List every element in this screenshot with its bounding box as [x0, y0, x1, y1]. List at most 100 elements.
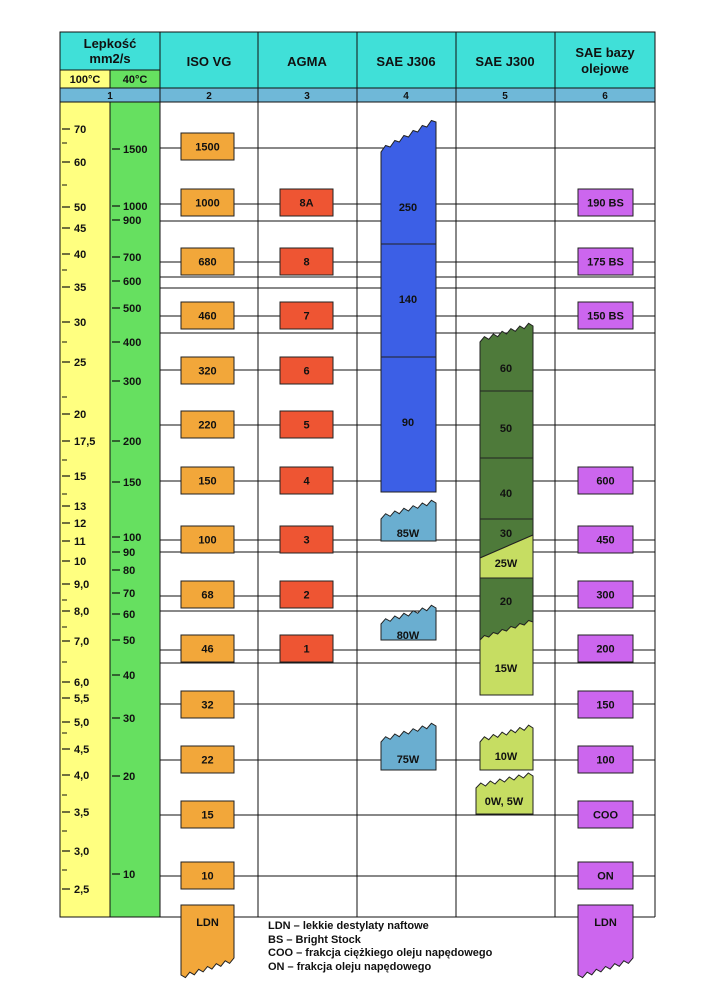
iso-vg-box-label: 680	[198, 257, 216, 269]
agma-box-label: 8	[303, 257, 309, 269]
tick-label-100: 5,0	[74, 717, 89, 729]
tick-label-100: 13	[74, 501, 86, 513]
iso-vg-box-label: 1500	[195, 142, 219, 154]
sae-j306-winter-band	[380, 499, 437, 542]
agma-box-label: 4	[303, 476, 310, 488]
tick-label-40: 150	[123, 477, 141, 489]
col-number-5: 5	[502, 91, 508, 102]
col-number-4: 4	[403, 91, 409, 102]
agma-box-label: 8A	[299, 198, 313, 210]
sae-j306-label: 75W	[397, 754, 420, 766]
agma-box-label: 6	[303, 366, 309, 378]
sae-base-box	[577, 301, 634, 330]
iso-vg-box-label: 220	[198, 420, 216, 432]
iso-vg-box	[180, 745, 235, 774]
sae-base-box-label: 100	[596, 755, 614, 767]
tick-label-40: 1000	[123, 201, 147, 213]
iso-vg-box-label: 100	[198, 535, 216, 547]
tick-label-40: 1500	[123, 144, 147, 156]
col-header-iso-vg: ISO VG	[187, 54, 232, 69]
agma-box	[279, 247, 334, 276]
sae-j306-label: 250	[399, 202, 417, 214]
tick-label-100: 9,0	[74, 579, 89, 591]
tick-label-40: 20	[123, 771, 135, 783]
iso-vg-box-label: 32	[201, 700, 213, 712]
iso-vg-box	[180, 634, 235, 663]
agma-box	[279, 356, 334, 385]
iso-vg-box-label: 150	[198, 476, 216, 488]
tick-label-40: 300	[123, 376, 141, 388]
tick-label-100: 10	[74, 556, 86, 568]
sae-base-box	[577, 188, 634, 217]
iso-vg-box-label: 22	[201, 755, 213, 767]
base-ldn-shape	[577, 904, 634, 979]
col-number-3: 3	[304, 91, 310, 102]
iso-vg-box	[180, 466, 235, 495]
sae-j306-label: 90	[402, 417, 414, 429]
sae-j300-10w-band	[479, 724, 534, 771]
iso-vg-box	[180, 525, 235, 554]
tick-label-100: 3,5	[74, 807, 89, 819]
agma-box-label: 7	[303, 311, 309, 323]
sae-base-box-label: 450	[596, 535, 614, 547]
iso-ldn-shape-label: LDN	[196, 917, 219, 929]
agma-box	[279, 410, 334, 439]
tick-label-100: 6,0	[74, 677, 89, 689]
sae-j306-winter-band	[380, 604, 437, 641]
tick-label-40: 10	[123, 869, 135, 881]
sae-j306-label: 80W	[397, 630, 420, 642]
col-header-sae-base: SAE bazy olejowe	[575, 45, 635, 76]
iso-vg-box	[180, 132, 235, 161]
iso-vg-box	[180, 188, 235, 217]
iso-vg-box-label: 46	[201, 644, 213, 656]
tick-label-100: 20	[74, 409, 86, 421]
agma-box-label: 5	[303, 420, 309, 432]
iso-vg-box	[180, 690, 235, 719]
sae-j300-label: 15W	[495, 663, 518, 675]
tick-label-40: 60	[123, 609, 135, 621]
agma-box	[279, 301, 334, 330]
grade-boxes: 150010006804603202201501006846322215108A…	[180, 132, 634, 979]
sae-base-box	[577, 690, 634, 719]
sae-j306-band	[380, 119, 437, 493]
sae-base-box-label: 300	[596, 590, 614, 602]
col-header-sae-j300: SAE J300	[475, 54, 534, 69]
tick-label-40: 500	[123, 303, 141, 315]
iso-vg-box-label: 460	[198, 311, 216, 323]
col-header-sae-j306: SAE J306	[376, 54, 435, 69]
tick-label-40: 700	[123, 252, 141, 264]
tick-label-40: 30	[123, 713, 135, 725]
sae-base-box	[577, 580, 634, 609]
agma-box	[279, 466, 334, 495]
sae-base-box-label: 150	[596, 700, 614, 712]
sae-j300-label: 0W, 5W	[485, 796, 524, 808]
tick-label-100: 11	[74, 536, 86, 548]
iso-vg-box-label: 320	[198, 366, 216, 378]
sae-base-box-label: 200	[596, 644, 614, 656]
iso-vg-box	[180, 861, 235, 890]
sae-base-box-label: COO	[593, 810, 619, 822]
sae-j300-0w5w-band	[475, 772, 534, 815]
tick-label-100: 17,5	[74, 436, 95, 448]
tick-label-100: 8,0	[74, 606, 89, 618]
sae-base-box-label: 150 BS	[587, 311, 624, 323]
legend-item-on: ON – frakcja oleju napędowego	[268, 960, 432, 973]
table-frame	[59, 31, 656, 918]
sae-base-box	[577, 525, 634, 554]
sae-j306-label: 140	[399, 294, 417, 306]
tick-label-100: 7,0	[74, 636, 89, 648]
sae-j300-label: 30	[500, 528, 512, 540]
tick-label-40: 50	[123, 635, 135, 647]
tick-label-100: 15	[74, 471, 86, 483]
tick-label-100: 25	[74, 357, 86, 369]
sae-j300-band	[479, 322, 534, 520]
iso-vg-box-label: 1000	[195, 198, 219, 210]
agma-box	[279, 188, 334, 217]
tick-label-40: 80	[123, 565, 135, 577]
tick-label-40: 90	[123, 547, 135, 559]
agma-box-label: 2	[303, 590, 309, 602]
col-header-agma: AGMA	[287, 54, 327, 69]
iso-vg-box-label: 10	[201, 871, 213, 883]
iso-vg-box	[180, 301, 235, 330]
sae-base-box	[577, 800, 634, 829]
